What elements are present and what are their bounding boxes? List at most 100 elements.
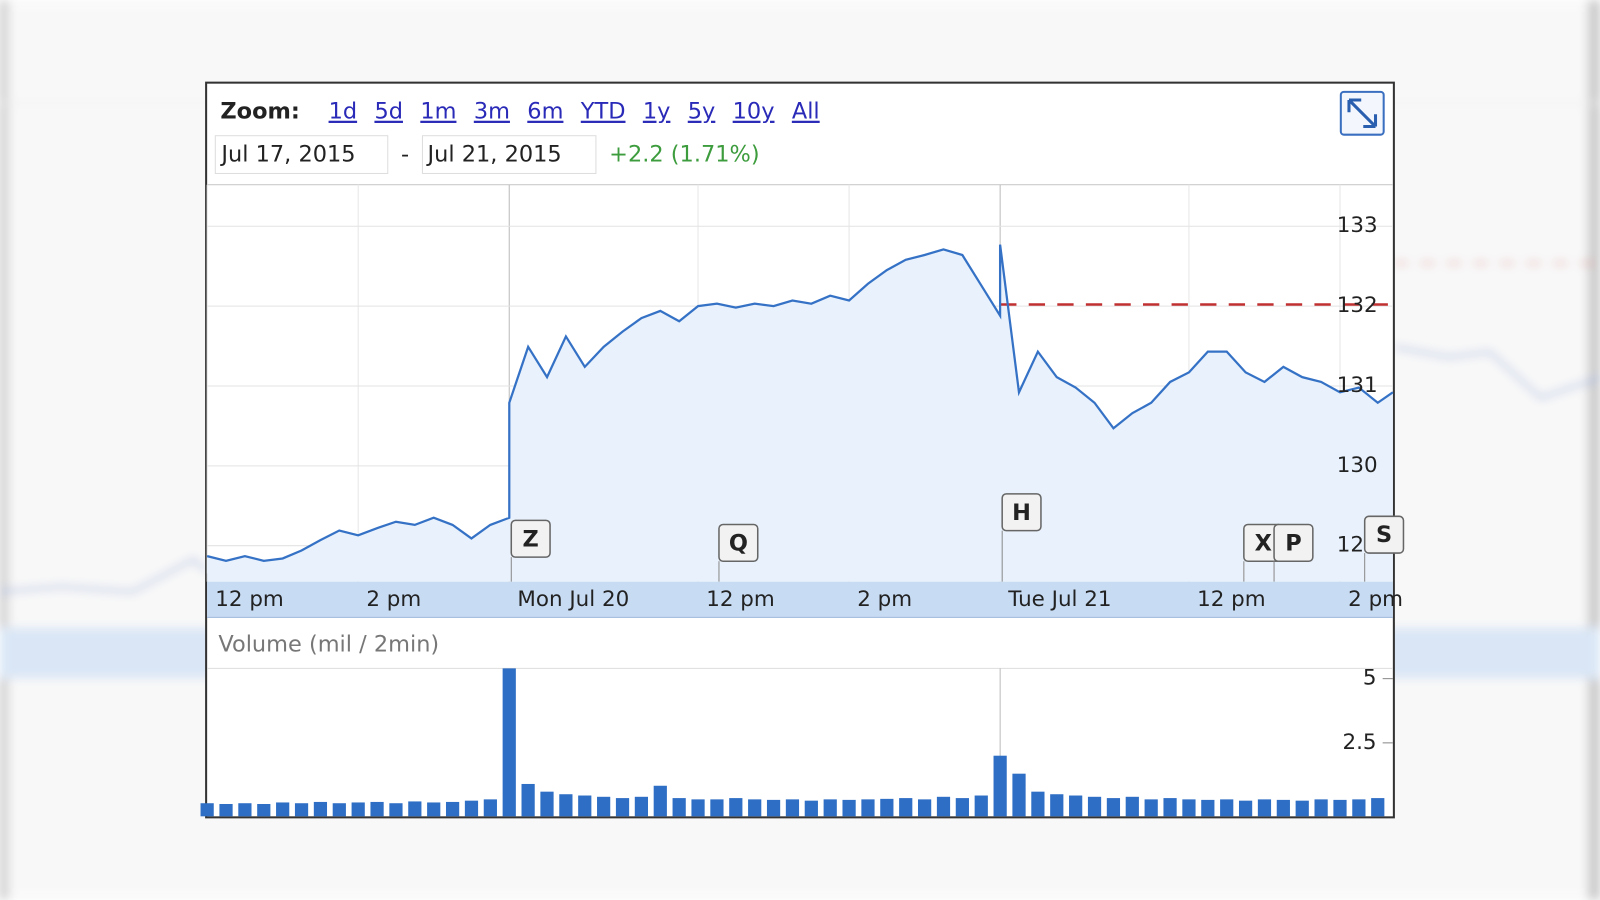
x-tick-label: Tue Jul 21 [1007, 587, 1111, 612]
zoom-option[interactable]: All [792, 99, 820, 125]
volume-bar [389, 803, 403, 817]
volume-bar [257, 803, 271, 817]
volume-bar [729, 798, 743, 817]
volume-bar [672, 798, 686, 817]
volume-bar [294, 803, 309, 817]
event-flag[interactable] [718, 523, 759, 562]
event-flag[interactable] [1001, 493, 1042, 532]
volume-bar [1087, 796, 1102, 817]
event-flag-label[interactable]: S [1376, 522, 1392, 548]
volume-bar [313, 801, 328, 817]
zoom-option[interactable]: YTD [580, 99, 626, 125]
event-flag[interactable] [1273, 523, 1314, 562]
volume-bar [1163, 798, 1177, 817]
volume-bar [899, 798, 913, 817]
x-tick-label: 2 pm [1348, 587, 1403, 612]
event-flag-label[interactable]: Q [729, 530, 748, 556]
volume-bar [1371, 798, 1385, 817]
zoom-option[interactable]: 1m [420, 99, 456, 125]
y-tick-label: 131 [1337, 373, 1378, 398]
volume-bar [1276, 799, 1290, 817]
zoom-option[interactable]: 6m [527, 99, 563, 125]
event-flag-label[interactable]: Z [523, 526, 539, 552]
volume-bar [880, 798, 894, 817]
zoom-label: Zoom: [220, 99, 299, 125]
volume-bar [615, 798, 630, 817]
volume-bar [993, 755, 1007, 817]
x-tick-label: Mon Jul 20 [517, 587, 629, 612]
zoom-option[interactable]: 5d [374, 99, 403, 125]
start-date-box[interactable] [214, 135, 389, 174]
volume-bar [276, 802, 290, 817]
price-line [206, 244, 1394, 562]
volume-bar [974, 795, 988, 817]
volume-bar [1031, 791, 1045, 817]
volume-bar [351, 802, 365, 817]
x-tick-label: 12 pm [215, 587, 283, 612]
y-tick-label: 133 [1337, 213, 1378, 238]
volume-bar [861, 799, 875, 817]
volume-bar [483, 799, 497, 817]
volume-bar [521, 783, 535, 817]
volume-bar [408, 801, 422, 817]
x-tick-label: 2 pm [366, 587, 421, 612]
volume-bar [918, 799, 932, 817]
volume-bar [597, 796, 611, 817]
event-flag-label[interactable]: X [1255, 530, 1272, 556]
volume-bar [200, 803, 214, 817]
zoom-option[interactable]: 10y [733, 99, 775, 125]
volume-bar [1050, 794, 1064, 817]
zoom-option[interactable]: 3m [474, 99, 510, 125]
x-tick-label: 2 pm [857, 587, 912, 612]
date-separator: - [401, 142, 409, 168]
volume-bar [238, 803, 252, 817]
volume-bar [540, 791, 554, 817]
volume-bar [748, 799, 762, 817]
volume-bar [219, 803, 233, 817]
volume-bar [1257, 799, 1272, 817]
x-tick-label: 12 pm [1197, 587, 1265, 612]
price-change: +2.2 (1.71%) [609, 142, 759, 168]
expand-icon[interactable] [1347, 98, 1378, 129]
end-date[interactable]: Jul 21, 2015 [426, 142, 562, 168]
zoom-option[interactable]: 5y [688, 99, 716, 125]
event-flag-label[interactable]: P [1285, 530, 1301, 556]
y-tick-label: 2.5 [1342, 730, 1376, 755]
volume-bar [502, 668, 516, 817]
volume-bar [559, 794, 573, 817]
end-date-box[interactable] [421, 135, 597, 174]
event-flag[interactable] [510, 519, 551, 558]
volume-bar [691, 799, 705, 817]
volume-bar [842, 799, 856, 817]
expand-button[interactable] [1339, 90, 1385, 136]
volume-bar [332, 803, 346, 817]
y-tick-label: 5 [1363, 666, 1377, 691]
volume-bar [634, 796, 649, 817]
volume-bar [1333, 799, 1347, 817]
volume-bar [1125, 796, 1139, 817]
volume-bar [1106, 798, 1121, 817]
volume-bar [823, 799, 837, 817]
zoom-option[interactable]: 1d [329, 99, 358, 125]
zoom-option[interactable]: 1y [643, 99, 671, 125]
event-flag-label[interactable]: H [1012, 500, 1031, 526]
y-tick-label: 130 [1337, 453, 1378, 478]
volume-bar [955, 798, 969, 817]
volume-bar [1069, 795, 1083, 817]
volume-bar [1012, 773, 1026, 817]
volume-bar [1238, 800, 1253, 817]
volume-bar [785, 799, 800, 817]
volume-bar [578, 795, 592, 817]
x-tick-label: 12 pm [706, 587, 774, 612]
volume-bar [1295, 800, 1309, 817]
toolbar: Zoom: Jul 17, 2015 - Jul 21, 2015 +2.2 (… [214, 90, 1385, 174]
volume-bar [936, 796, 951, 817]
volume-bar [445, 801, 460, 817]
x-axis-band [207, 581, 1393, 618]
volume-bar [370, 801, 384, 817]
event-flag[interactable] [1363, 515, 1405, 554]
start-date[interactable]: Jul 17, 2015 [219, 142, 355, 168]
price-area [207, 244, 1393, 582]
